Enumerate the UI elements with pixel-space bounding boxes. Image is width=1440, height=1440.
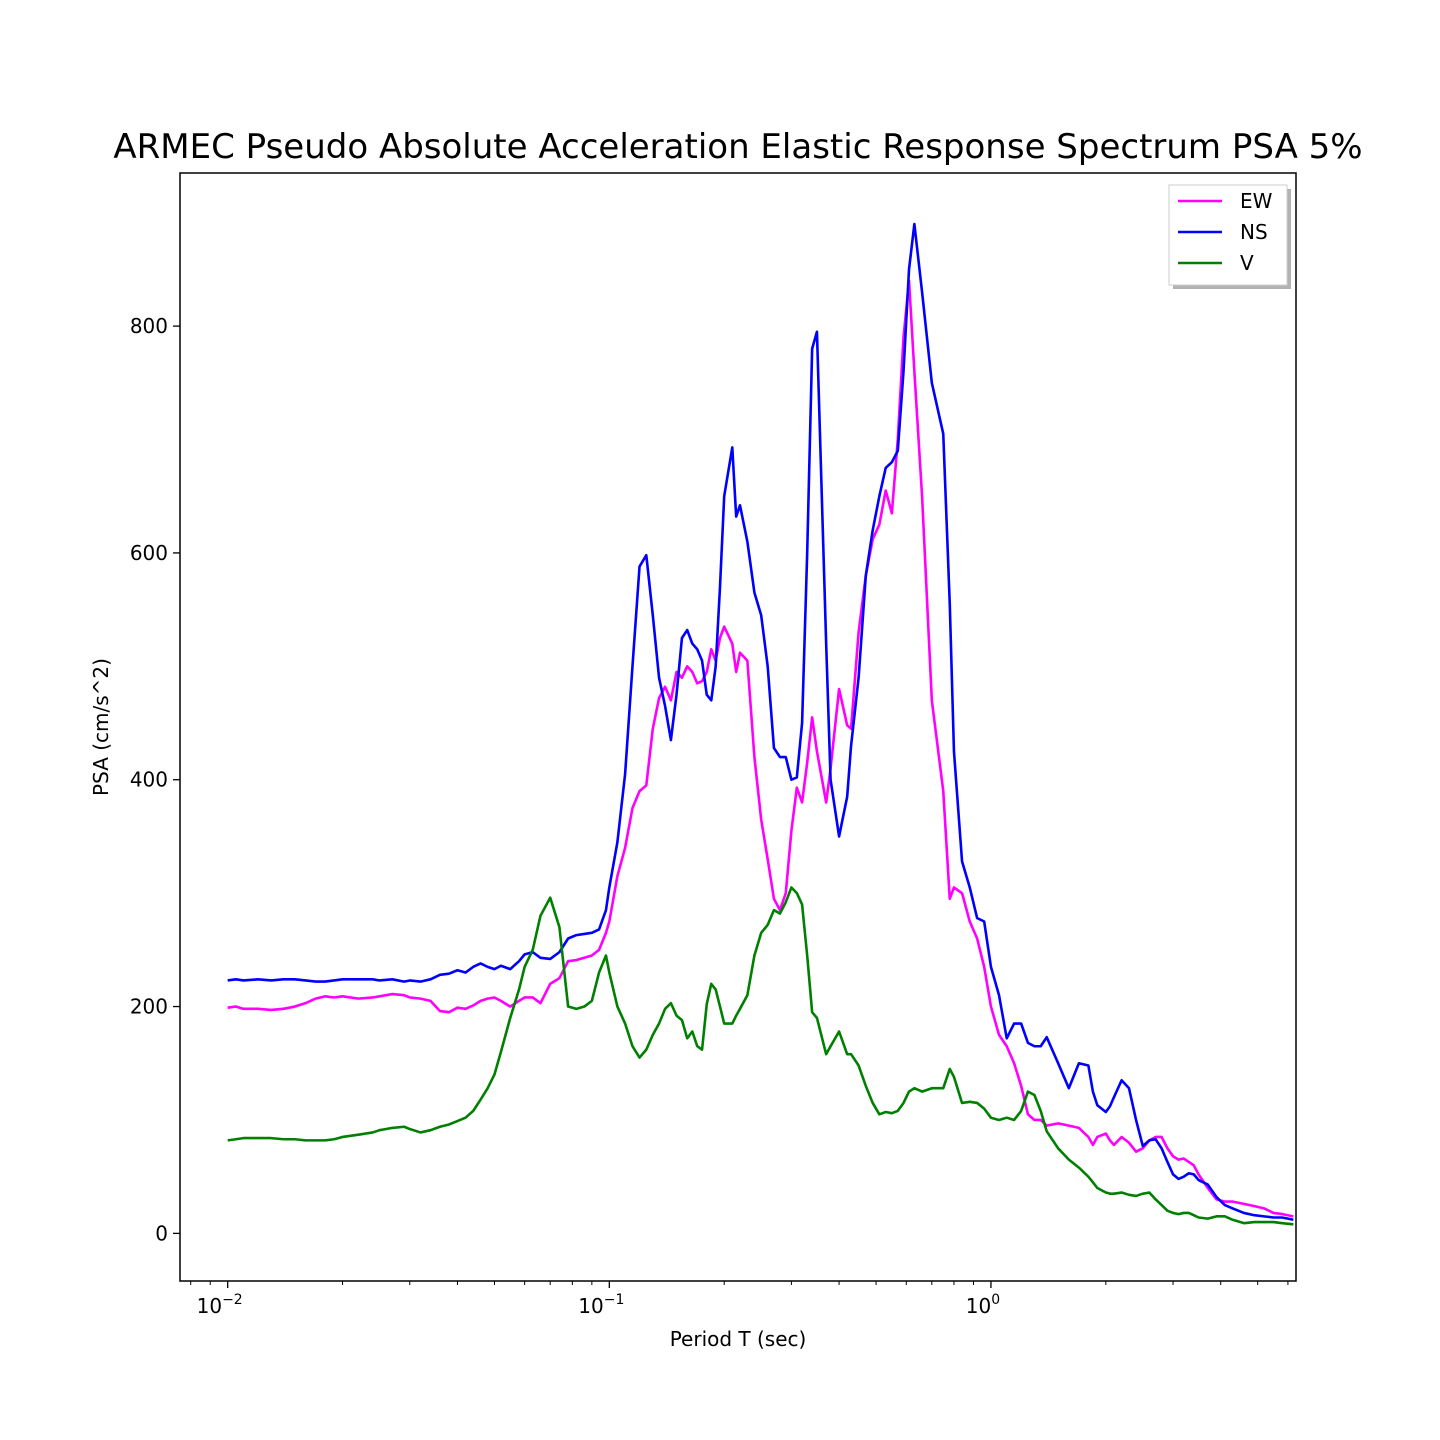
x-tick-exponent: −2: [222, 1292, 243, 1308]
x-tick-exponent: 0: [991, 1292, 1000, 1308]
x-axis: 10−2 10−1 100: [190, 1281, 1289, 1318]
legend-label-ns: NS: [1240, 220, 1268, 244]
series-line-ew: [227, 279, 1294, 1218]
plot-frame: [179, 172, 1297, 1282]
chart-title: ARMEC Pseudo Absolute Acceleration Elast…: [113, 127, 1362, 167]
y-axis-label: PSA (cm/s^2): [89, 658, 113, 796]
x-tick-base: 10: [197, 1294, 222, 1318]
x-tick-base: 10: [966, 1294, 991, 1318]
y-tick-label: 600: [130, 541, 168, 565]
x-axis-label: Period T (sec): [670, 1327, 807, 1351]
legend-items: EW NS V: [1178, 189, 1273, 275]
x-tick-exponent: −1: [604, 1292, 625, 1308]
x-tick-label: 10−1: [578, 1292, 624, 1318]
legend-box: [1168, 184, 1288, 286]
y-axis: 0 200 400 600 800: [130, 314, 180, 1245]
y-tick-label: 0: [155, 1221, 168, 1245]
legend-label-v: V: [1240, 251, 1254, 275]
series-line-ns: [227, 222, 1294, 1222]
legend-label-ew: EW: [1240, 189, 1273, 213]
y-tick-label: 800: [130, 314, 168, 338]
x-tick-base: 10: [578, 1294, 603, 1318]
series-layer: [227, 222, 1294, 1226]
series-line-v: [227, 886, 1294, 1226]
y-tick-label: 200: [130, 995, 168, 1019]
legend: EW NS V: [1168, 184, 1291, 289]
x-tick-label: 10−2: [197, 1292, 243, 1318]
y-tick-label: 400: [130, 768, 168, 792]
x-tick-label: 100: [966, 1292, 1000, 1318]
